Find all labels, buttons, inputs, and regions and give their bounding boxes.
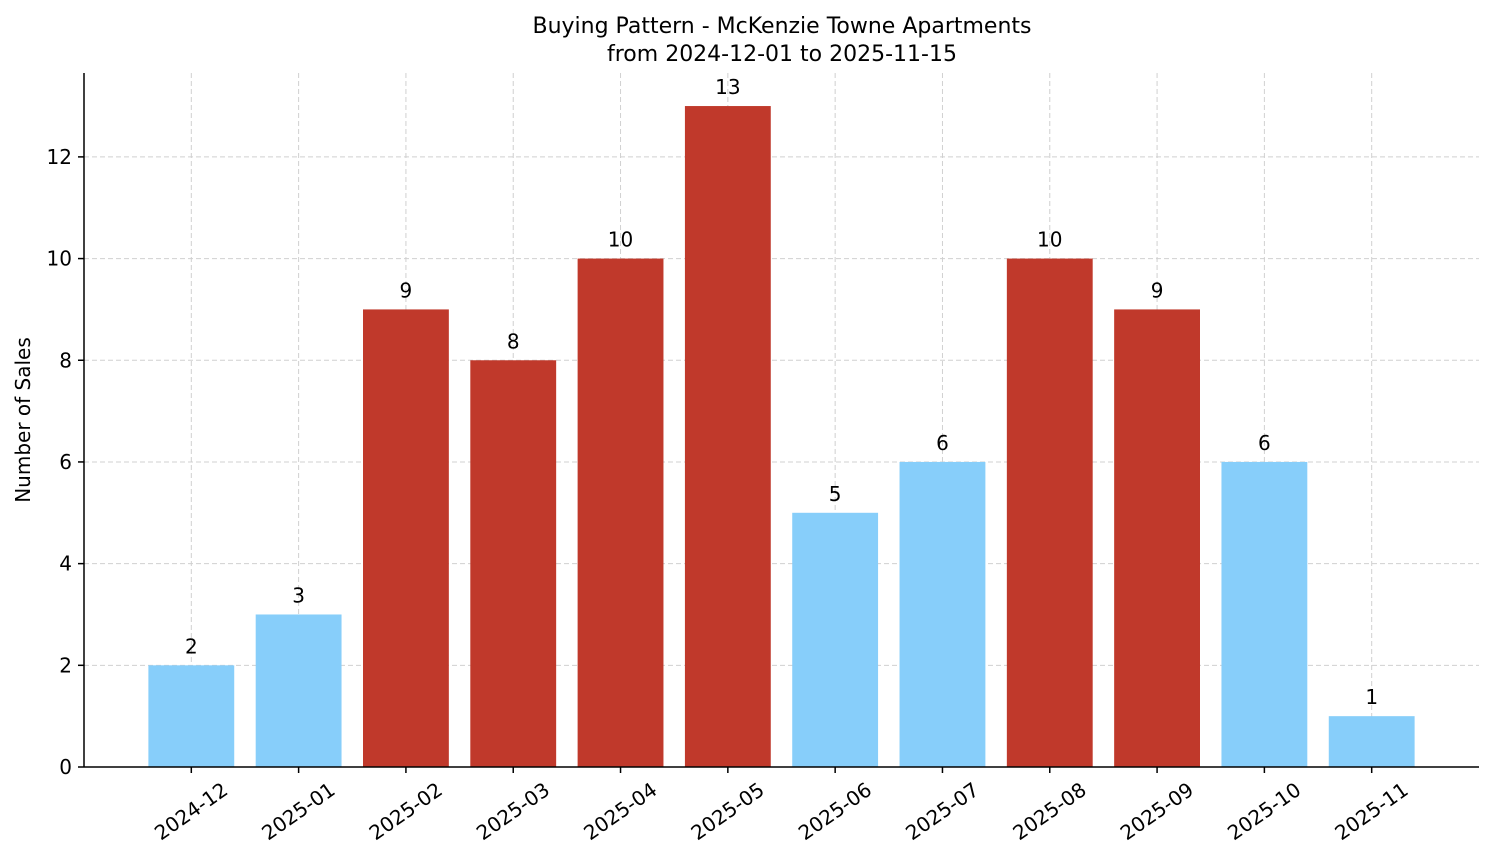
data-label: 3 — [292, 583, 305, 607]
y-tick-label: 0 — [59, 755, 72, 779]
y-tick-label: 6 — [59, 450, 72, 474]
y-tick-label: 10 — [47, 247, 72, 271]
x-tick-label: 2025-01 — [257, 777, 339, 845]
data-label: 5 — [829, 482, 842, 506]
data-label: 6 — [1258, 431, 1271, 455]
x-tick-label: 2025-02 — [365, 777, 447, 845]
x-tick-label: 2025-03 — [472, 777, 554, 845]
y-tick-label: 8 — [59, 348, 72, 372]
data-label: 9 — [400, 278, 413, 302]
bar — [1114, 309, 1200, 767]
bar — [899, 461, 986, 767]
x-tick-label: 2025-06 — [794, 777, 876, 845]
bar — [363, 309, 449, 767]
x-tick-label: 2025-05 — [686, 777, 768, 845]
x-tick-label: 2025-09 — [1116, 777, 1198, 845]
bar — [1221, 461, 1308, 767]
data-label: 8 — [507, 329, 520, 353]
data-label: 13 — [715, 75, 740, 99]
bar — [470, 360, 557, 767]
x-tick-label: 2025-10 — [1223, 777, 1305, 845]
y-tick-label: 12 — [47, 145, 72, 169]
bar — [255, 614, 342, 767]
data-label: 10 — [1037, 228, 1062, 252]
x-tick-label: 2024-12 — [150, 777, 232, 845]
data-label: 2 — [185, 634, 198, 658]
bar — [1328, 716, 1415, 767]
bar — [1006, 258, 1093, 767]
data-label: 6 — [936, 431, 949, 455]
x-tick-label: 2025-04 — [579, 777, 661, 845]
y-tick-label: 2 — [59, 653, 72, 677]
bar — [684, 106, 771, 768]
bar — [792, 512, 879, 767]
y-tick-label: 4 — [59, 552, 72, 576]
data-label: 9 — [1151, 278, 1164, 302]
chart-title: Buying Pattern - McKenzie Towne Apartmen… — [532, 14, 1031, 39]
data-label: 1 — [1365, 685, 1378, 709]
data-label: 10 — [608, 228, 633, 252]
x-tick-label: 2025-08 — [1008, 777, 1090, 845]
bar — [577, 258, 664, 767]
bar — [148, 665, 235, 767]
y-axis-label: Number of Sales — [11, 337, 35, 503]
chart-subtitle: from 2024-12-01 to 2025-11-15 — [607, 42, 957, 67]
x-tick-label: 2025-11 — [1330, 777, 1412, 845]
x-tick-label: 2025-07 — [901, 777, 983, 845]
